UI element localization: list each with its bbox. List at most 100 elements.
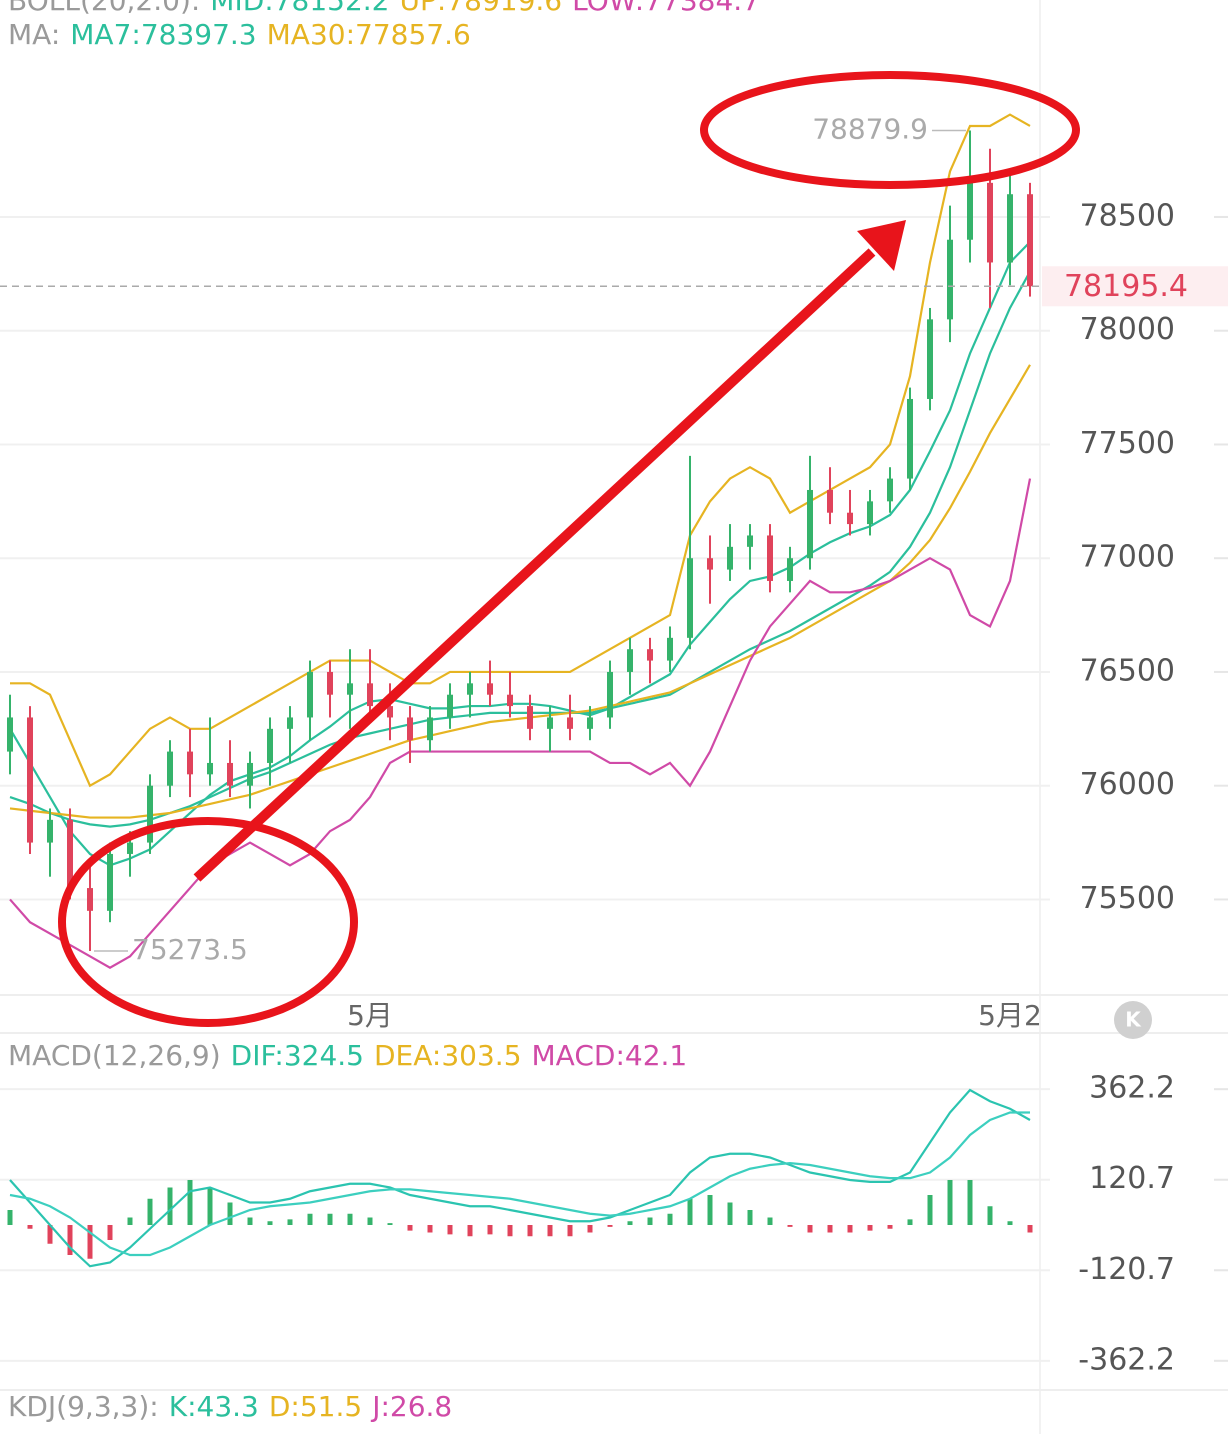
candle-body	[747, 535, 753, 547]
histogram-bar	[167, 1187, 173, 1225]
legend-entry: MA30:77857.6	[267, 18, 471, 51]
candle-body	[567, 717, 573, 729]
histogram-bar	[647, 1217, 653, 1225]
histogram-bar	[887, 1225, 893, 1229]
candle-body	[687, 558, 693, 638]
indicator-line	[9, 478, 1032, 969]
candle-body	[7, 717, 13, 752]
histogram-bar	[407, 1225, 413, 1231]
y-tick-label: 78500	[1080, 198, 1175, 233]
annotation-layer	[58, 71, 1080, 1027]
candle-body	[287, 717, 293, 729]
y-tick-label: 75500	[1080, 881, 1175, 916]
last-price-box	[1042, 266, 1228, 307]
candle-body	[887, 478, 893, 502]
candle-body	[247, 762, 253, 786]
y-tick-label: -362.2	[1078, 1342, 1175, 1377]
histogram-bar	[1027, 1225, 1033, 1233]
histogram-bar	[747, 1210, 753, 1225]
histogram-bar	[267, 1221, 273, 1225]
candle-body	[847, 512, 853, 525]
candle-body	[647, 649, 653, 661]
candle-body	[127, 842, 133, 854]
max-label: 78879.9	[812, 113, 928, 146]
histogram-bar	[87, 1225, 93, 1259]
candle-body	[347, 683, 353, 695]
legend-entry: BOLL(20,2.0):	[8, 0, 200, 17]
candle-body	[447, 694, 453, 718]
histogram-bar	[727, 1202, 733, 1225]
histogram-bar	[827, 1225, 833, 1233]
candle-body	[327, 671, 333, 695]
candle-body	[807, 489, 813, 559]
histogram-bar	[127, 1217, 133, 1225]
candle-body	[987, 182, 993, 263]
histogram-bar	[687, 1198, 693, 1225]
histogram-bar	[707, 1195, 713, 1225]
legend-entry: MACD:42.1	[532, 1039, 688, 1072]
legend-entry: J:26.8	[370, 1390, 452, 1423]
candle-body	[167, 751, 173, 786]
histogram-bar	[607, 1225, 613, 1227]
indicator-line	[9, 271, 1031, 828]
histogram-bar	[467, 1225, 473, 1237]
y-tick-label: 76500	[1080, 653, 1175, 688]
highlight-ellipse	[58, 817, 358, 1027]
k-icon-label[interactable]: K	[1125, 1008, 1142, 1032]
x-tick-label: 5月	[347, 999, 393, 1032]
indicator-line	[9, 1111, 1030, 1257]
y-tick-label: 77500	[1080, 426, 1175, 461]
candle-body	[967, 182, 973, 240]
y-tick-label: 76000	[1080, 767, 1175, 802]
y-tick-label: 78000	[1080, 312, 1175, 347]
histogram-bar	[787, 1225, 793, 1227]
candle-body	[187, 751, 193, 775]
candle-body	[527, 706, 533, 729]
candle-body	[307, 671, 313, 718]
k-icon[interactable]	[1114, 1001, 1152, 1039]
candle-body	[147, 785, 153, 843]
indicator-line	[9, 364, 1031, 819]
histogram-bar	[7, 1210, 13, 1225]
histogram-bar	[427, 1225, 433, 1233]
candle-body	[47, 819, 53, 843]
histogram-bar	[287, 1219, 293, 1225]
candle-body	[667, 637, 673, 661]
histogram-bar	[947, 1180, 953, 1225]
histogram-bar	[967, 1180, 973, 1225]
indicator-line	[10, 113, 1031, 788]
candle-body	[627, 649, 633, 672]
candle-body	[927, 319, 933, 399]
y-tick-label: 120.7	[1089, 1161, 1175, 1196]
candle-body	[107, 853, 113, 911]
histogram-bar	[327, 1213, 333, 1225]
y-tick-label: 362.2	[1089, 1071, 1175, 1106]
histogram-bar	[487, 1225, 493, 1235]
candle-body	[227, 762, 233, 786]
candle-body	[427, 717, 433, 741]
candle-body	[867, 501, 873, 525]
legend-entry: MA:	[8, 18, 60, 51]
histogram-bar	[147, 1198, 153, 1225]
histogram-bar	[927, 1195, 933, 1225]
legend-entry: K:43.3	[169, 1390, 259, 1423]
y-tick-label: 77000	[1080, 540, 1175, 575]
histogram-bar	[447, 1225, 453, 1235]
legend-entry: MACD(12,26,9)	[8, 1039, 221, 1072]
histogram-bar	[987, 1206, 993, 1225]
candle-body	[587, 717, 593, 729]
candle-body	[1007, 194, 1013, 263]
legend: BOLL(20,2.0): MID:78152.2 UP:78919.6 LOW:77…	[8, 0, 760, 17]
histogram-bar	[107, 1225, 113, 1240]
last-price-label: 78195.4	[1064, 269, 1188, 304]
candle-body	[467, 683, 473, 695]
candle-body	[207, 762, 213, 775]
histogram-bar	[507, 1225, 513, 1237]
histogram-bar	[587, 1225, 593, 1233]
candle-body	[367, 683, 373, 707]
legend: MA: MA7:78397.3 MA30:77857.6	[8, 18, 471, 51]
histogram-bar	[627, 1221, 633, 1225]
histogram-bar	[207, 1187, 213, 1225]
